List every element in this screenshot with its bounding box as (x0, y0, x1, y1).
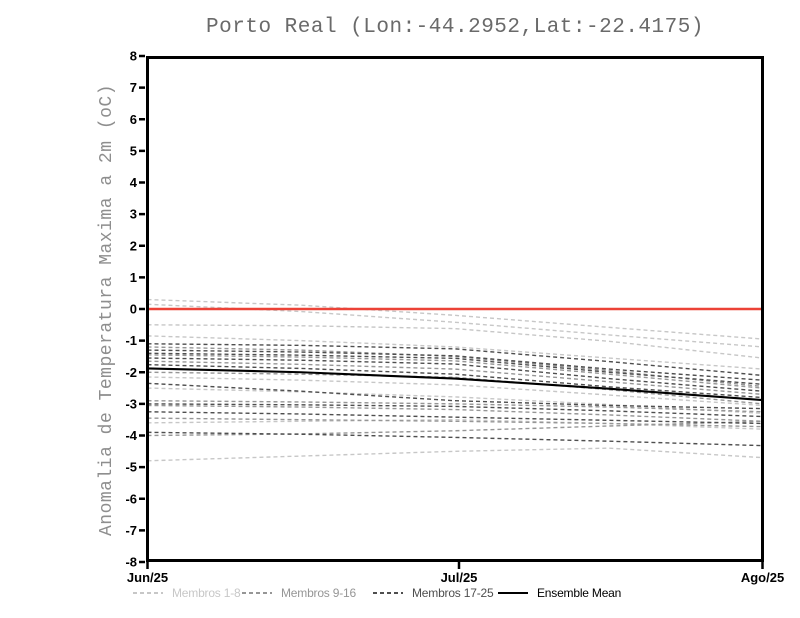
member-line-13 (147, 400, 763, 413)
member-line-6 (147, 418, 763, 430)
member-line-3 (147, 324, 763, 359)
y-tick-label: 4 (130, 175, 138, 190)
y-tick-label: 7 (130, 80, 137, 95)
member-line-21 (147, 363, 763, 399)
y-tick-label: -5 (125, 460, 137, 475)
legend-line-sample-membros-9-16 (242, 592, 272, 594)
member-line-18 (147, 349, 763, 381)
y-tick-label: 2 (130, 238, 137, 253)
member-line-25 (147, 431, 763, 447)
member-line-2 (147, 303, 763, 348)
y-tick-label: -4 (125, 428, 137, 443)
y-tick-label: 1 (130, 270, 137, 285)
y-tick-label: 8 (130, 49, 137, 64)
y-tick-label: 6 (130, 112, 137, 127)
y-tick-label: 0 (130, 302, 137, 317)
member-line-23 (147, 403, 763, 418)
x-tick-label: Jun/25 (127, 570, 168, 585)
legend-line-sample-membros-1-8 (133, 592, 163, 594)
x-tick-label: Ago/25 (741, 570, 784, 585)
member-line-11 (147, 360, 763, 396)
member-line-8 (147, 387, 763, 415)
member-line-17 (147, 343, 763, 377)
legend-label-membros-9-16: Membros 9-16 (281, 586, 356, 600)
member-line-12 (147, 371, 763, 405)
legend-label-ensemble-mean: Ensemble Mean (537, 586, 622, 600)
member-line-14 (147, 404, 763, 422)
member-line-7 (147, 447, 763, 462)
legend-label-membros-1-8: Membros 1-8 (172, 586, 241, 600)
ensemble-mean-line (147, 367, 763, 402)
member-line-1 (147, 298, 763, 340)
y-tick-label: -3 (125, 396, 137, 411)
member-line-20 (147, 357, 763, 392)
member-line-10 (147, 354, 763, 389)
y-tick-label: -2 (125, 365, 137, 380)
x-tick-label: Jul/25 (441, 570, 478, 585)
legend-item-membros-1-8: Membros 1-8 (133, 585, 241, 601)
y-tick-label: -8 (125, 555, 137, 570)
y-tick-label: -6 (125, 491, 137, 506)
legend-line-sample-membros-17-25 (373, 592, 403, 594)
legend-item-membros-9-16: Membros 9-16 (242, 585, 356, 601)
legend-line-sample-ensemble-mean (498, 592, 528, 594)
member-line-24 (147, 411, 763, 425)
member-line-22 (147, 382, 763, 410)
legend-label-membros-17-25: Membros 17-25 (412, 586, 494, 600)
member-line-19 (147, 352, 763, 385)
chart-title: Porto Real (Lon:-44.2952,Lat:-22.4175) (206, 16, 704, 39)
y-tick-label: -7 (125, 523, 137, 538)
legend-item-membros-17-25: Membros 17-25 (373, 585, 494, 601)
legend-item-ensemble-mean: Ensemble Mean (498, 585, 621, 601)
y-tick-label: -1 (125, 333, 137, 348)
member-line-5 (147, 376, 763, 407)
member-line-4 (147, 335, 763, 370)
legend: Membros 1-8 Membros 9-16 Membros 17-25 E… (0, 585, 800, 605)
member-line-16 (147, 420, 763, 437)
y-tick-label: 5 (130, 143, 137, 158)
y-tick-label: 3 (130, 207, 137, 222)
plot-frame (146, 56, 764, 562)
